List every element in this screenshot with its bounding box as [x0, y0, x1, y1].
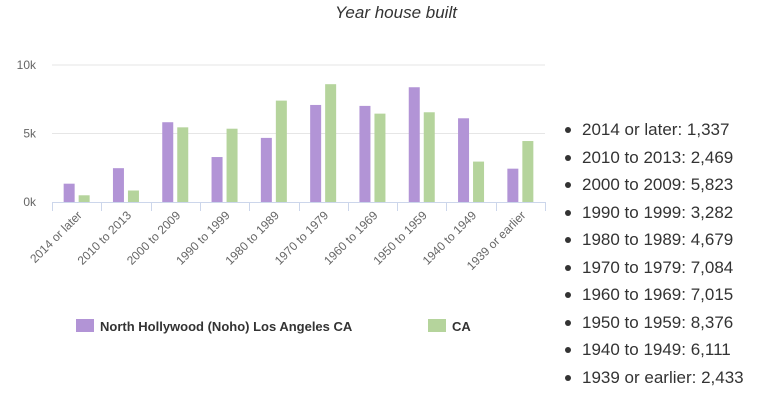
bar-north-hollywood [458, 118, 470, 202]
summary-item: 1960 to 1969: 7,015 [562, 281, 744, 309]
bar-north-hollywood [260, 137, 272, 202]
bar-ca [374, 113, 386, 202]
summary-item: 2010 to 2013: 2,469 [562, 144, 744, 172]
chart-title: Year house built [335, 3, 457, 22]
bar-north-hollywood [310, 104, 322, 202]
bar-north-hollywood [507, 168, 519, 202]
value-summary-list: 2014 or later: 1,337 2010 to 2013: 2,469… [562, 116, 744, 391]
bar-ca [78, 195, 90, 202]
bar-ca [177, 127, 189, 202]
bar-north-hollywood [112, 168, 124, 202]
summary-item: 1990 to 1999: 3,282 [562, 199, 744, 227]
bar-ca [522, 141, 534, 202]
y-tick-label: 5k [23, 127, 37, 141]
summary-item: 1980 to 1989: 4,679 [562, 226, 744, 254]
bar-north-hollywood [211, 157, 223, 202]
bar-north-hollywood [63, 183, 75, 202]
legend-swatch-north-hollywood [76, 319, 94, 332]
summary-item: 1970 to 1979: 7,084 [562, 254, 744, 282]
bar-north-hollywood [408, 87, 420, 202]
bar-ca [275, 100, 287, 202]
bar-ca [127, 190, 139, 202]
bar-north-hollywood [162, 122, 174, 202]
bar-ca [473, 161, 485, 202]
summary-item: 1940 to 1949: 6,111 [562, 336, 744, 364]
bar-ca [226, 128, 238, 202]
summary-item: 1939 or earlier: 2,433 [562, 364, 744, 392]
bar-ca [423, 112, 435, 202]
y-tick-label: 0k [23, 195, 37, 209]
summary-item: 2014 or later: 1,337 [562, 116, 744, 144]
legend-label-north-hollywood: North Hollywood (Noho) Los Angeles CA [100, 319, 353, 334]
bar-ca [325, 84, 337, 202]
legend-swatch-ca [428, 319, 446, 332]
summary-item: 1950 to 1959: 8,376 [562, 309, 744, 337]
summary-item: 2000 to 2009: 5,823 [562, 171, 744, 199]
y-tick-label: 10k [17, 58, 37, 72]
bar-north-hollywood [359, 105, 371, 202]
legend-label-ca: CA [452, 319, 471, 334]
